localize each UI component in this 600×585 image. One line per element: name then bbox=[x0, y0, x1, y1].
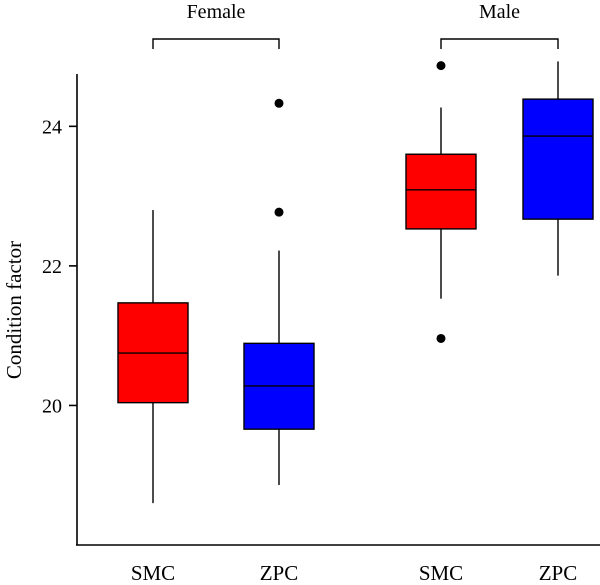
box-male-zpc bbox=[522, 61, 594, 276]
x-tick-label-male-smc: SMC bbox=[419, 561, 463, 580]
group-label-male: Male bbox=[479, 1, 520, 23]
box-female-zpc bbox=[243, 98, 315, 485]
outlier-female-zpc-1 bbox=[274, 98, 284, 108]
boxes bbox=[117, 61, 594, 504]
box-rect-male-zpc bbox=[522, 98, 594, 220]
bracket-male bbox=[440, 38, 559, 49]
group-brackets: Female Male bbox=[152, 1, 559, 49]
box-male-smc bbox=[405, 61, 477, 343]
bracket-female bbox=[152, 38, 280, 49]
x-tick-label-female-zpc: ZPC bbox=[260, 561, 299, 580]
box-rect-male-smc bbox=[405, 153, 477, 230]
x-tick-labels: SMC ZPC SMC ZPC bbox=[131, 561, 578, 585]
x-tick-label-male-zpc: ZPC bbox=[539, 561, 578, 580]
y-ticks: 20 22 24 bbox=[42, 116, 77, 417]
x-tick-label-female-smc: SMC bbox=[131, 561, 175, 580]
outlier-male-smc-1 bbox=[436, 61, 446, 71]
group-label-female: Female bbox=[187, 1, 246, 23]
y-tick-label-24: 24 bbox=[42, 116, 62, 138]
y-tick-label-20: 20 bbox=[42, 395, 62, 417]
y-tick-label-22: 22 bbox=[42, 256, 62, 278]
axes bbox=[76, 74, 600, 546]
outlier-male-smc-0 bbox=[436, 333, 446, 343]
outlier-female-zpc-0 bbox=[274, 207, 284, 217]
box-female-smc bbox=[117, 210, 189, 504]
y-axis-label: Condition factor bbox=[2, 241, 26, 379]
